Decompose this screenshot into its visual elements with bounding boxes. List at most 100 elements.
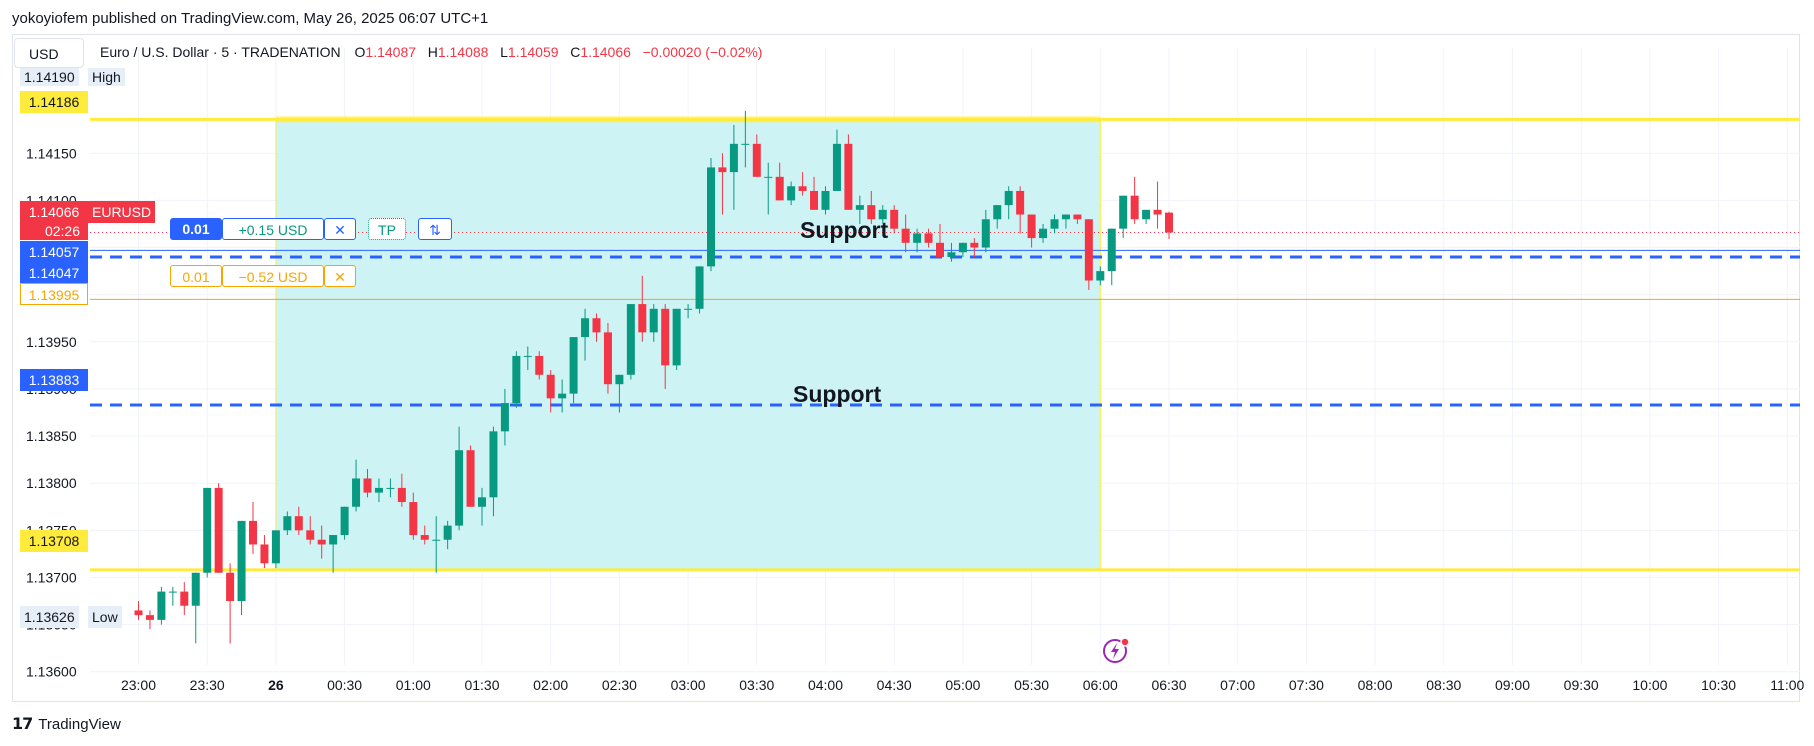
x-tick-label: 03:30 — [739, 677, 774, 693]
candle-body — [707, 167, 715, 267]
candle-body — [489, 431, 498, 498]
position2-close-button[interactable]: ✕ — [324, 265, 356, 287]
x-tick-label: 02:30 — [602, 677, 637, 693]
footer: 𝟭𝟳 TradingView — [12, 714, 121, 734]
x-tick-label: 23:00 — [121, 677, 156, 693]
support-annotation-lower[interactable]: Support — [793, 381, 882, 407]
candle-body — [1050, 219, 1059, 229]
candle-body — [455, 450, 464, 526]
currency-selector[interactable]: USD — [14, 38, 84, 68]
candle-body — [306, 530, 315, 540]
y-tick-label: 1.13950 — [26, 334, 77, 350]
candle-body — [283, 516, 292, 531]
candle-body — [775, 176, 784, 201]
candle-body — [924, 233, 933, 243]
candle-body — [592, 318, 601, 333]
y-tick-label: 1.14150 — [26, 145, 77, 161]
position1-close-button[interactable]: ✕ — [324, 218, 356, 240]
x-tick-label: 05:30 — [1014, 677, 1049, 693]
candle-body — [329, 535, 338, 545]
candle-body — [867, 205, 876, 220]
support-annotation-upper[interactable]: Support — [800, 217, 889, 243]
candle-body — [810, 190, 819, 210]
x-tick-label: 08:00 — [1358, 677, 1393, 693]
candle-body — [684, 308, 693, 310]
position2-price-label: 1.14047 — [20, 262, 88, 284]
candle-body — [832, 143, 841, 191]
footer-brand: TradingView — [38, 715, 121, 733]
candle-body — [523, 355, 532, 357]
x-tick-label: 06:00 — [1083, 677, 1118, 693]
symbol-price-tag: EURUSD — [88, 201, 156, 223]
candle-body — [237, 520, 246, 602]
candle-body — [958, 242, 967, 253]
candle-body — [1130, 195, 1139, 220]
candle-body — [317, 539, 326, 545]
low-price-label: 1.13626 — [20, 606, 79, 628]
candle-body — [581, 318, 590, 338]
open-value: 1.14087 — [365, 44, 417, 60]
range-zone — [275, 118, 1101, 571]
support-price-label: 1.13883 — [20, 369, 88, 391]
high-label: H — [427, 44, 438, 60]
candle-body — [249, 520, 257, 545]
candle-body — [157, 591, 166, 620]
candle-body — [478, 497, 486, 507]
candle-body — [947, 252, 956, 257]
x-tick-label: 10:30 — [1701, 677, 1736, 693]
candle-body — [970, 242, 979, 248]
position1-qty[interactable]: 0.01 — [170, 218, 222, 240]
candle-body — [1039, 228, 1048, 239]
candle-body — [1119, 195, 1128, 229]
x-tick-label: 03:00 — [671, 677, 706, 693]
candle-body — [1016, 190, 1025, 215]
x-tick-label: 07:00 — [1220, 677, 1255, 693]
lightning-alert-icon[interactable] — [1100, 634, 1134, 668]
candle-body — [1096, 271, 1105, 281]
candle-body — [374, 487, 383, 493]
x-tick-label: 08:30 — [1426, 677, 1461, 693]
position1-reverse-button[interactable]: ⇅ — [418, 218, 452, 240]
candle-body — [718, 167, 727, 173]
candle-body — [936, 242, 944, 257]
y-tick-label: 1.13850 — [26, 428, 77, 444]
x-tick-label: 09:00 — [1495, 677, 1530, 693]
candle-body — [695, 266, 704, 309]
orange-price-label: 1.13995 — [20, 283, 88, 305]
candle-body — [638, 304, 647, 333]
candle-body — [397, 487, 406, 503]
high-word-label: High — [88, 68, 125, 86]
zone-bottom-price-label: 1.13708 — [20, 530, 88, 552]
position1-pl[interactable]: +0.15 USD — [222, 218, 324, 240]
position2-pl[interactable]: −0.52 USD — [222, 265, 324, 287]
candle-body — [1165, 212, 1173, 233]
x-tick-label: 23:30 — [190, 677, 225, 693]
position2-qty[interactable]: 0.01 — [170, 265, 222, 287]
close-label: C — [570, 44, 581, 60]
x-tick-label: 01:00 — [396, 677, 431, 693]
candle-body — [1073, 214, 1082, 220]
symbol-legend: Euro / U.S. Dollar · 5 · TRADENATION O1.… — [100, 44, 762, 60]
low-value: 1.14059 — [507, 44, 559, 60]
x-tick-label: 01:30 — [464, 677, 499, 693]
candle-body — [1004, 190, 1013, 206]
x-tick-label: 07:30 — [1289, 677, 1324, 693]
y-tick-label: 1.13600 — [26, 664, 77, 680]
candle-body — [363, 478, 372, 493]
y-tick-label: 1.13800 — [26, 475, 77, 491]
candle-body — [603, 332, 612, 385]
candle-body — [729, 143, 738, 173]
candle-body — [855, 205, 864, 210]
candle-body — [352, 478, 361, 507]
candle-body — [466, 450, 475, 507]
position1-tp-button[interactable]: TP — [368, 218, 406, 240]
y-tick-label: 1.13700 — [26, 569, 77, 585]
symbol-description[interactable]: Euro / U.S. Dollar · 5 · TRADENATION — [100, 44, 341, 60]
candle-body — [798, 186, 807, 191]
low-label: L — [500, 44, 508, 60]
candle-body — [741, 143, 750, 145]
x-tick-label: 10:00 — [1632, 677, 1667, 693]
candle-body — [432, 539, 441, 541]
candle-body — [168, 591, 177, 593]
